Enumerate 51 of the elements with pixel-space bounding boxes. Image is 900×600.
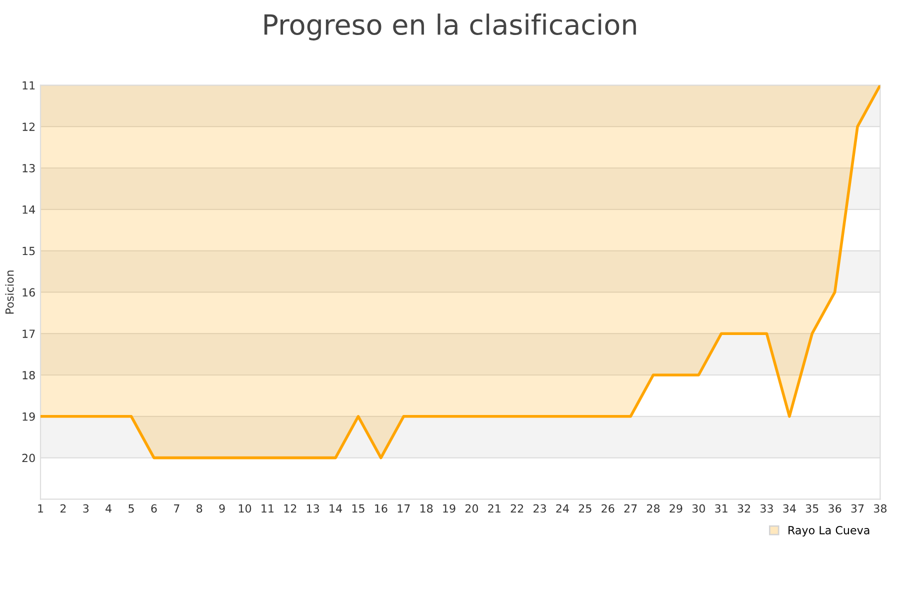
x-tick-label: 3	[83, 504, 89, 513]
x-tick-label: 2	[60, 504, 66, 513]
x-tick-label: 14	[330, 504, 342, 513]
x-tick-label: 32	[738, 504, 750, 513]
x-tick-label: 18	[420, 504, 433, 513]
y-tick-label: 17	[22, 330, 35, 338]
x-tick-label: 36	[828, 504, 842, 513]
x-tick-label: 23	[534, 504, 546, 513]
x-tick-label: 19	[443, 504, 456, 513]
x-tick-label: 26	[602, 504, 614, 513]
x-tick-label: 8	[196, 504, 202, 513]
x-tick-label: 33	[760, 504, 773, 513]
x-tick-label: 15	[352, 504, 364, 513]
y-tick-label: 12	[22, 122, 35, 131]
x-tick-label: 17	[398, 504, 410, 513]
x-tick-label: 22	[510, 504, 524, 513]
x-tick-label: 34	[783, 504, 796, 513]
x-tick-label: 4	[106, 504, 112, 513]
x-tick-label: 6	[151, 504, 157, 513]
x-tick-label: 9	[219, 504, 225, 513]
y-tick-label: 13	[22, 164, 35, 172]
y-tick-label: 20	[22, 454, 35, 462]
y-tick-label: 16	[22, 288, 35, 297]
x-tick-label: 27	[624, 504, 637, 513]
x-tick-label: 35	[806, 504, 818, 513]
y-axis-title: Posicion	[5, 270, 14, 314]
x-tick-label: 31	[715, 504, 728, 513]
x-tick-label: 30	[692, 504, 705, 513]
x-tick-label: 24	[556, 504, 569, 513]
x-tick-label: 16	[375, 504, 388, 513]
x-tick-label: 29	[670, 504, 682, 513]
chart-title: Progreso en la clasificacion	[264, 14, 636, 40]
x-tick-label: 11	[262, 504, 274, 513]
y-tick-label: 11	[22, 81, 35, 90]
x-tick-label: 7	[174, 504, 180, 513]
x-tick-label: 21	[488, 504, 500, 513]
x-tick-label: 38	[874, 504, 887, 513]
x-tick-label: 20	[465, 504, 478, 513]
x-tick-label: 12	[284, 504, 296, 513]
y-tick-label: 15	[22, 246, 35, 256]
y-tick-label: 14	[22, 206, 36, 214]
x-tick-label: 10	[238, 504, 252, 513]
x-tick-label: 28	[647, 504, 660, 513]
x-tick-label: 1	[38, 504, 44, 513]
x-tick-label: 25	[578, 504, 592, 513]
x-tick-label: 5	[128, 504, 134, 513]
y-tick-label: 18	[22, 370, 35, 380]
x-tick-label: 13	[306, 504, 320, 513]
legend-label: Rayo La Cueva	[788, 526, 870, 537]
x-tick-label: 37	[851, 504, 864, 513]
y-tick-label: 19	[22, 412, 35, 421]
